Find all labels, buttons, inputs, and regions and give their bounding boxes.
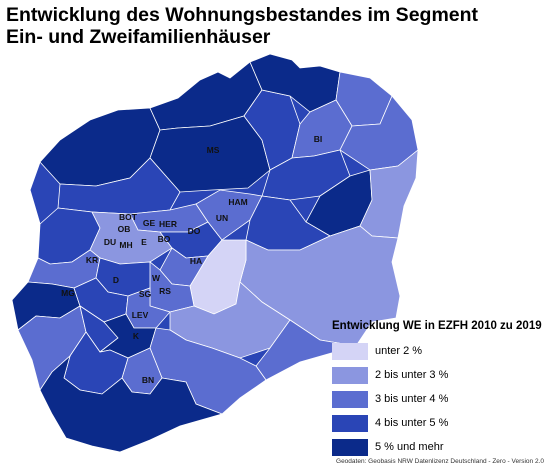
legend-label: unter 2 % — [375, 345, 423, 357]
legend-item: 5 % und mehr — [328, 435, 546, 459]
city-label-mg: MG — [61, 288, 75, 298]
city-label-bn: BN — [142, 375, 154, 385]
legend-swatch — [332, 438, 368, 456]
city-label-her: HER — [159, 219, 177, 229]
legend-swatch — [332, 366, 368, 384]
title-line-2: Ein- und Zweifamilienhäuser — [6, 26, 271, 48]
legend-item: 3 bis unter 4 % — [328, 387, 546, 411]
city-label-do: DO — [188, 226, 201, 236]
legend-label: 5 % und mehr — [375, 441, 444, 453]
legend-swatch — [332, 390, 368, 408]
city-label-e: E — [141, 237, 147, 247]
city-label-d: D — [113, 275, 119, 285]
legend-label: 2 bis unter 3 % — [375, 369, 449, 381]
title-line-1: Entwicklung des Wohnungsbestandes im Seg… — [6, 4, 479, 26]
city-label-k: K — [133, 331, 140, 341]
region-hoexter — [359, 149, 419, 239]
legend-swatch — [332, 342, 368, 360]
legend-item: unter 2 % — [328, 339, 546, 363]
city-label-bot: BOT — [119, 212, 138, 222]
city-label-bo: BO — [158, 234, 171, 244]
city-label-rs: RS — [159, 286, 171, 296]
city-label-sg: SG — [139, 289, 152, 299]
legend-swatch — [332, 414, 368, 432]
legend-item: 4 bis unter 5 % — [328, 411, 546, 435]
region-siegen — [255, 319, 357, 381]
source-attribution: Geodaten: Geobasis NRW Datenlizenz Deuts… — [336, 458, 544, 465]
city-label-bi: BI — [314, 134, 323, 144]
legend-label: 4 bis unter 5 % — [375, 417, 449, 429]
region-euskirchen — [39, 354, 224, 453]
legend-item: 2 bis unter 3 % — [328, 363, 546, 387]
city-label-un: UN — [216, 213, 228, 223]
city-label-lev: LEV — [132, 310, 149, 320]
city-label-ob: OB — [118, 224, 131, 234]
city-label-ms: MS — [207, 145, 220, 155]
legend: Entwicklung WE in EZFH 2010 zu 2019 unte… — [328, 320, 546, 459]
city-label-kr: KR — [86, 255, 98, 265]
city-label-du: DU — [104, 237, 116, 247]
city-label-w: W — [152, 273, 161, 283]
city-label-mh: MH — [119, 240, 132, 250]
map-title: Entwicklung des Wohnungsbestandes im Seg… — [6, 4, 478, 48]
city-label-ha: HA — [190, 256, 202, 266]
city-label-ham: HAM — [228, 197, 247, 207]
legend-title: Entwicklung WE in EZFH 2010 zu 2019 — [332, 320, 542, 332]
legend-label: 3 bis unter 4 % — [375, 393, 449, 405]
city-label-ge: GE — [143, 218, 156, 228]
